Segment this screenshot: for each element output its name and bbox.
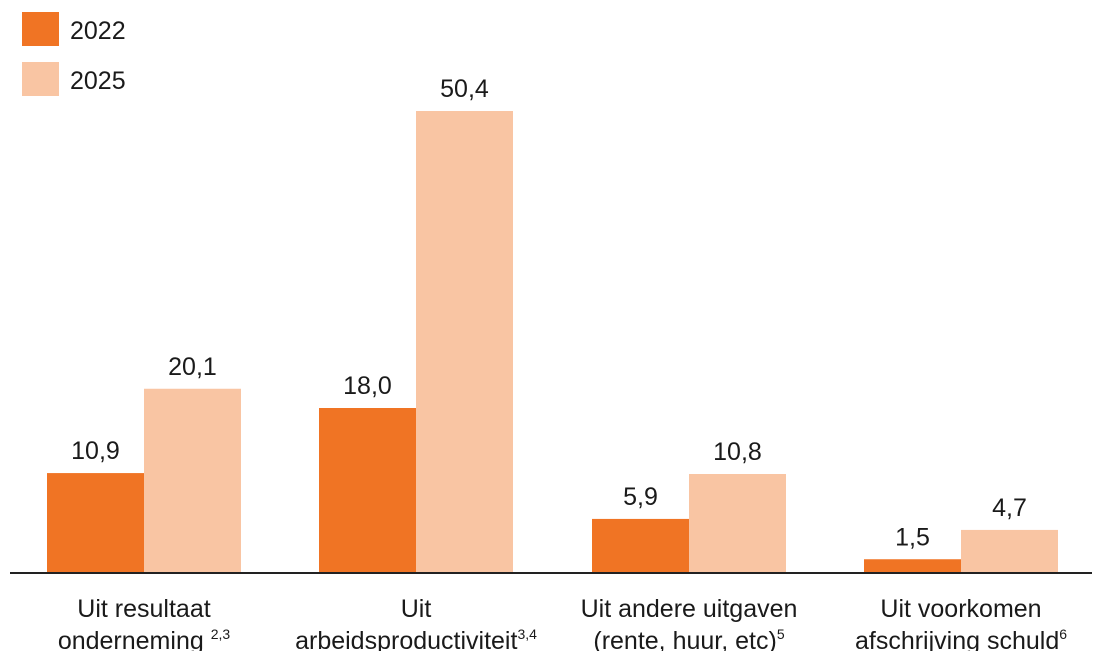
value-label-2025-1: 20,1 [168,353,217,381]
bar-2025-4 [961,529,1058,573]
category-label-3-line-2: (rente, huur, etc)5 [593,626,784,651]
legend-swatch-2025 [22,62,59,96]
bar-2022-4 [864,559,961,573]
category-footnote-marker: 5 [777,626,785,642]
bars [47,111,1058,573]
category-text: arbeidsproductiviteit [295,627,517,651]
bar-2025-3 [689,474,786,573]
category-footnote-marker: 6 [1059,626,1067,642]
category-label-2-line-1: Uit [401,595,432,623]
legend-label-2022: 2022 [70,17,126,45]
category-text: afschrijving schuld [855,627,1059,651]
legend-swatch-2022 [22,12,59,46]
category-label-2-line-2: arbeidsproductiviteit3,4 [295,626,537,651]
value-label-2025-4: 4,7 [992,494,1027,522]
value-labels: 10,9 20,1 18,0 50,4 5,9 10,8 1,5 4,7 [71,75,1027,551]
value-label-2022-3: 5,9 [623,483,658,511]
category-text: Uit andere uitgaven [581,595,798,623]
bar-2022-3 [592,518,689,573]
category-text: Uit voorkomen [880,595,1041,623]
legend-label-2025: 2025 [70,67,126,95]
category-label-1-line-2: onderneming 2,3 [58,626,231,651]
category-label-4-line-2: afschrijving schuld6 [855,626,1067,651]
value-label-2025-3: 10,8 [713,438,762,466]
value-label-2022-1: 10,9 [71,437,120,465]
bar-2022-2 [319,408,416,573]
category-label-3-line-1: Uit andere uitgaven [581,595,798,623]
category-text: Uit resultaat [77,595,210,623]
bar-2022-1 [47,473,144,573]
value-label-2025-2: 50,4 [440,75,489,103]
value-label-2022-2: 18,0 [343,372,392,400]
bar-2025-1 [144,388,241,573]
category-text: Uit [401,595,432,623]
value-label-2022-4: 1,5 [895,523,930,551]
category-text: onderneming [58,627,211,651]
category-text: (rente, huur, etc) [593,627,776,651]
legend: 2022 2025 [22,12,126,96]
category-footnote-marker: 2,3 [211,626,231,642]
category-label-1-line-1: Uit resultaat [77,595,210,623]
category-label-4-line-1: Uit voorkomen [880,595,1041,623]
category-footnote-marker: 3,4 [517,626,537,642]
category-labels: Uit resultaat onderneming 2,3 Uit arbeidspr… [58,595,1067,651]
bar-2025-2 [416,111,513,573]
